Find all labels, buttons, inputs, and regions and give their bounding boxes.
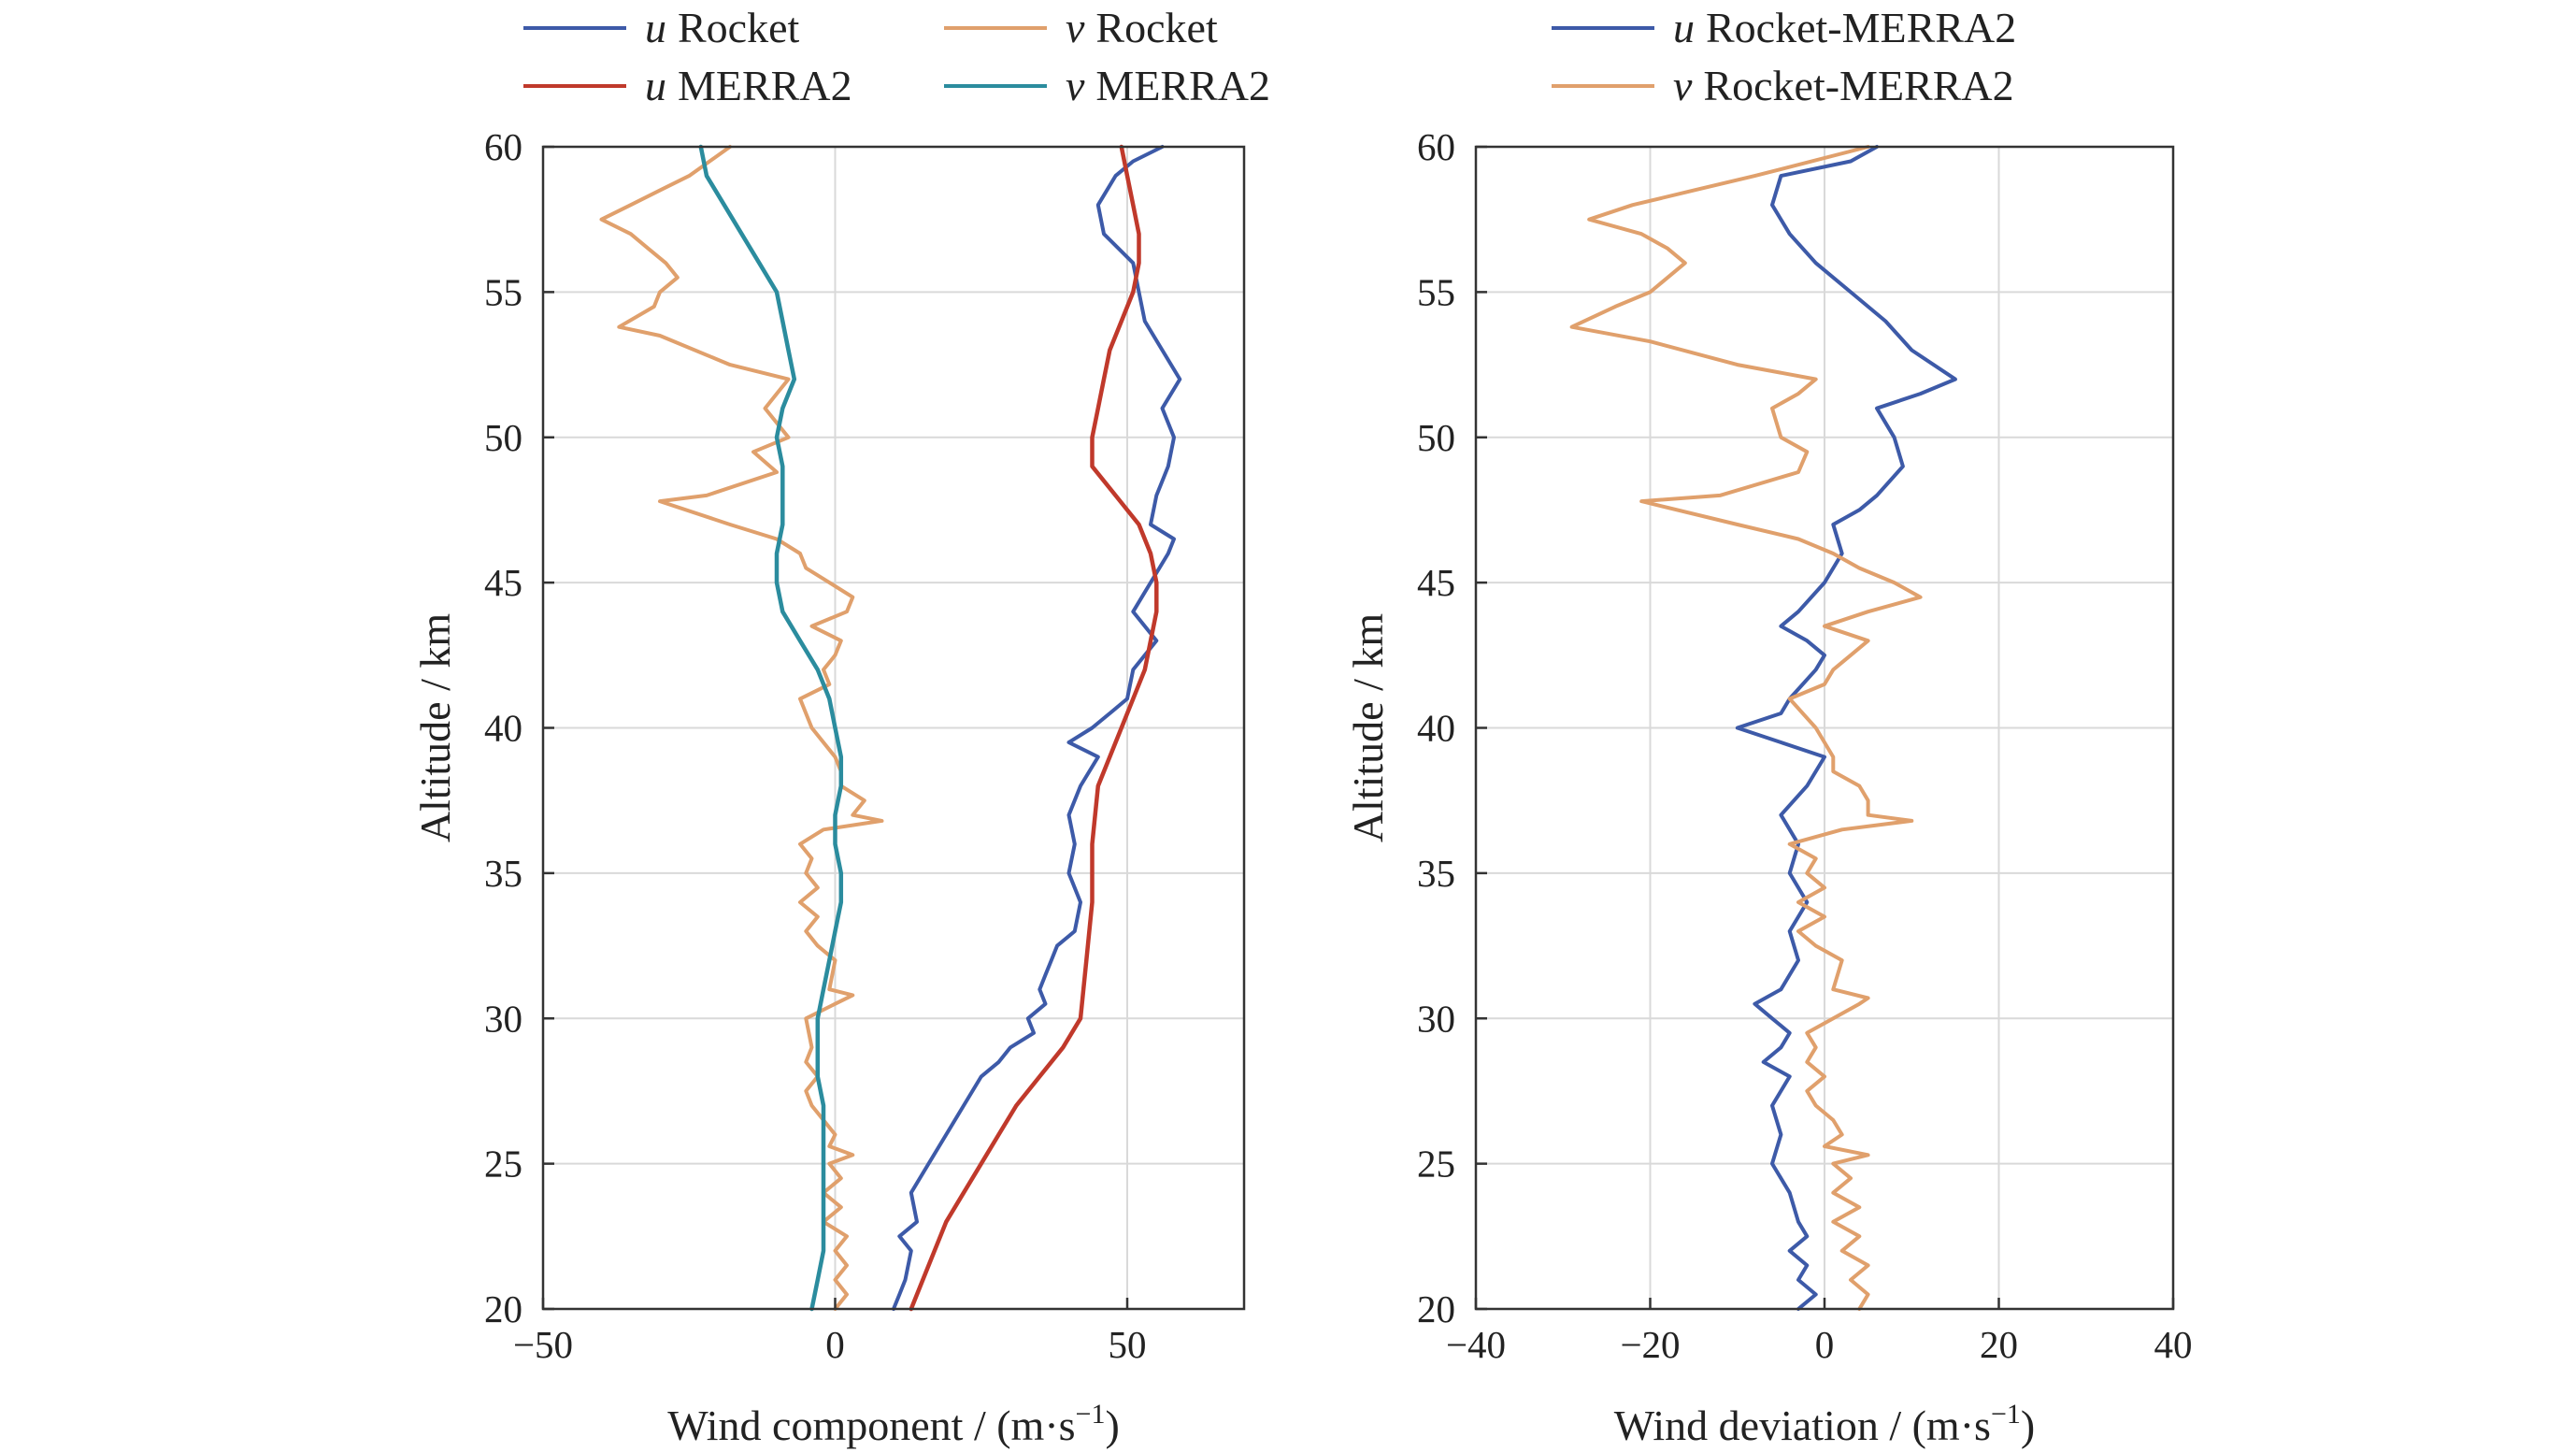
series-line-v-rocket-merra2 xyxy=(1569,145,1923,1311)
legend-entry: u Rocket-MERRA2 xyxy=(1673,4,2016,51)
y-tick-label: 25 xyxy=(1417,1143,1455,1186)
y-tick-label: 50 xyxy=(484,416,522,459)
x-tick-label: −20 xyxy=(1620,1323,1680,1366)
y-tick-label: 20 xyxy=(1417,1287,1455,1330)
series-line-u-merra2 xyxy=(909,144,1159,1312)
x-tick-label: −50 xyxy=(513,1323,573,1366)
legend-entry: v MERRA2 xyxy=(1066,62,1270,109)
x-axis-label: Wind component / (m·s−1) xyxy=(667,1399,1120,1449)
series-line-u-rocket-merra2 xyxy=(1735,145,1957,1311)
y-tick-label: 40 xyxy=(1417,707,1455,750)
y-tick-label: 45 xyxy=(1417,561,1455,604)
x-axis-label: Wind deviation / (m·s−1) xyxy=(1614,1399,2035,1449)
x-tick-label: 0 xyxy=(1815,1323,1835,1366)
y-tick-label: 30 xyxy=(1417,997,1455,1040)
y-tick-label: 55 xyxy=(1417,270,1455,313)
y-tick-label: 35 xyxy=(1417,852,1455,895)
x-tick-label: 20 xyxy=(1980,1323,2018,1366)
legend: u Rocket-MERRA2 v Rocket-MERRA2 xyxy=(1552,4,2016,109)
y-tick-label: 60 xyxy=(484,125,522,168)
legend-entry: u Rocket xyxy=(645,4,800,51)
x-tick-label: 40 xyxy=(2154,1323,2193,1366)
x-tick-label: −40 xyxy=(1446,1323,1506,1366)
y-axis-label: Altitude / km xyxy=(411,613,459,843)
y-tick-label: 50 xyxy=(1417,416,1455,459)
series-line-u-rocket xyxy=(892,145,1182,1311)
legend-entry: u MERRA2 xyxy=(645,62,852,109)
panel-2: −40 −20 0 20 40 20 25 30 35 40 45 50 55 60 Wind deviat… xyxy=(1344,4,2193,1449)
legend-entry: v Rocket xyxy=(1066,4,1218,51)
y-axis-label: Altitude / km xyxy=(1344,613,1392,843)
y-tick-label: 25 xyxy=(484,1143,522,1186)
series-line-v-merra2 xyxy=(698,144,844,1312)
panel-1: −50 0 50 20 25 30 35 40 45 50 55 60 Wind component /… xyxy=(411,4,1270,1449)
y-tick-label: 30 xyxy=(484,997,522,1040)
x-tick-label: 0 xyxy=(825,1323,845,1366)
legend-entry: v Rocket-MERRA2 xyxy=(1673,62,2014,109)
x-tick-label: 50 xyxy=(1109,1323,1147,1366)
y-tick-label: 40 xyxy=(484,707,522,750)
legend: u Rocket v Rocket u MERRA2 v MERRA2 xyxy=(523,4,1270,109)
y-tick-label: 35 xyxy=(484,852,522,895)
y-tick-label: 55 xyxy=(484,270,522,313)
y-tick-label: 60 xyxy=(1417,125,1455,168)
y-tick-label: 20 xyxy=(484,1287,522,1330)
y-tick-label: 45 xyxy=(484,561,522,604)
